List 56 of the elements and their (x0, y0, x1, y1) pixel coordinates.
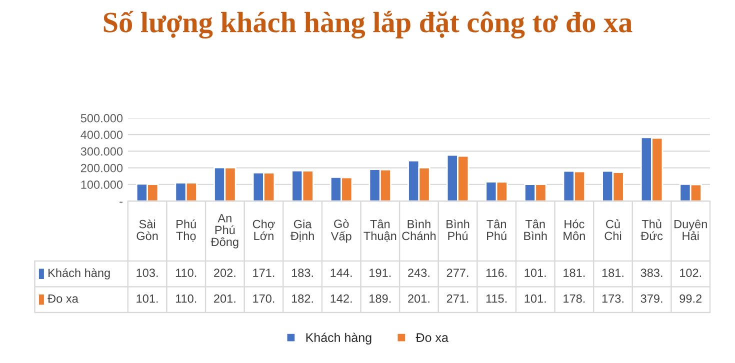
data-label: 181. (564, 268, 585, 278)
x-tick-label: Bình Phú (446, 219, 470, 240)
data-label: 110. (176, 294, 196, 303)
y-tick-label: 300.000 (80, 147, 123, 156)
data-label: 201. (214, 294, 236, 303)
x-tick-label: Phú Thọ (176, 219, 196, 242)
y-tick-label: 400.000 (80, 130, 123, 139)
text: Đo xa (416, 333, 448, 342)
x-tick-label: Gò Vấp (330, 219, 352, 243)
x-tick-label: Củ Chi (604, 219, 622, 240)
data-label: 142. (330, 294, 352, 303)
data-label: 170. (253, 294, 274, 303)
data-label: 183. (292, 268, 313, 278)
legend-label: Đo xa (48, 294, 78, 303)
data-label: 189. (370, 294, 391, 303)
x-tick-label: Tân Thuận (364, 220, 396, 242)
x-tick-label: Sài Gòn (136, 219, 158, 240)
chart-title: Số lượng khách hàng lắp đặt công tơ đo xa (104, 10, 632, 39)
y-tick-label: - (120, 202, 123, 203)
x-tick-label: Tân Bình (524, 220, 547, 240)
y-tick-label: 500.000 (80, 114, 123, 122)
data-label: 103. (136, 268, 158, 278)
data-label: 379. (640, 294, 662, 303)
x-tick-label: An Phú Đông (210, 214, 238, 248)
data-label: 99.2 (680, 294, 702, 303)
data-label: 101. (524, 268, 546, 278)
data-label: 101. (524, 294, 546, 303)
data-label: 173. (602, 294, 624, 303)
data-label: 115. (486, 294, 507, 303)
x-tick-label: Tân Phú (486, 220, 506, 240)
data-label: 201. (408, 294, 430, 303)
y-tick-label: 100.000 (81, 180, 123, 189)
data-label: 102. (680, 268, 702, 278)
x-tick-label: Duyên Hải (674, 220, 707, 240)
data-label: 182. (292, 294, 313, 303)
x-tick-label: Gia Định (290, 220, 314, 242)
data-label: 101. (136, 294, 158, 303)
data-label: 202. (214, 268, 236, 278)
data-label: 271. (446, 294, 468, 303)
text: Khách hàng (306, 332, 372, 344)
data-label: 144. (330, 268, 352, 277)
legend-label: Khách hàng (48, 268, 110, 280)
data-label: 181. (602, 268, 624, 278)
data-label: 277. (446, 268, 468, 277)
data-label: 243. (408, 268, 430, 278)
data-label: 191. (370, 268, 391, 278)
data-label: 116. (486, 268, 507, 278)
x-tick-label: Hóc Môn (564, 219, 585, 240)
x-tick-label: Chợ Lớn (252, 220, 275, 240)
y-tick-label: 200.000 (80, 164, 123, 172)
data-label: 110. (176, 268, 196, 278)
data-label: 178. (564, 294, 585, 303)
x-tick-label: Bình Chánh (402, 219, 436, 240)
data-label: 171. (253, 268, 274, 277)
data-label: 383. (640, 268, 662, 278)
x-tick-label: Thủ Đức (640, 219, 663, 240)
